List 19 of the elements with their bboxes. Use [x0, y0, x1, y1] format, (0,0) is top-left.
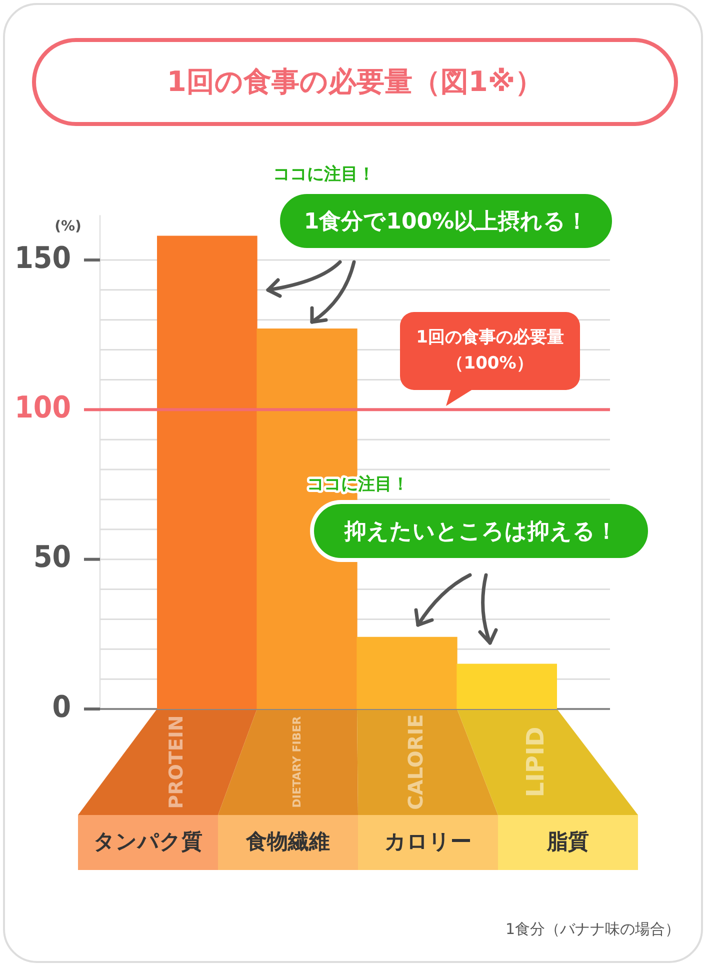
text: LIPID	[522, 726, 550, 798]
y-tick-label: 50	[33, 540, 71, 576]
y-tick-label: 150	[14, 240, 71, 276]
x-tick-label: 食物繊維	[245, 829, 330, 854]
text: DIETARY FIBER	[290, 716, 304, 808]
text: 1食分（バナナ味の場合）	[505, 920, 680, 938]
x-tick-label: タンパク質	[94, 829, 202, 854]
x-tick-label: カロリー	[384, 829, 472, 854]
y-axis-title: (%)	[54, 218, 82, 235]
annotation: 1食分で100%以上摂れる！	[304, 210, 588, 235]
x-tick-label: 脂質	[546, 829, 589, 854]
chart-title: 1回の食事の必要量（図1※）	[32, 38, 678, 126]
text: CALORIE	[404, 714, 428, 810]
y-tick-label: 100	[14, 390, 71, 426]
annotation: 抑えたいところは抑える！	[344, 520, 618, 545]
ref-line-label: 1回の食事の必要量（100%）	[416, 327, 564, 374]
text: ココに注目！	[273, 164, 375, 184]
text: PROTEIN	[165, 715, 188, 809]
y-tick-label: 0	[52, 690, 71, 725]
